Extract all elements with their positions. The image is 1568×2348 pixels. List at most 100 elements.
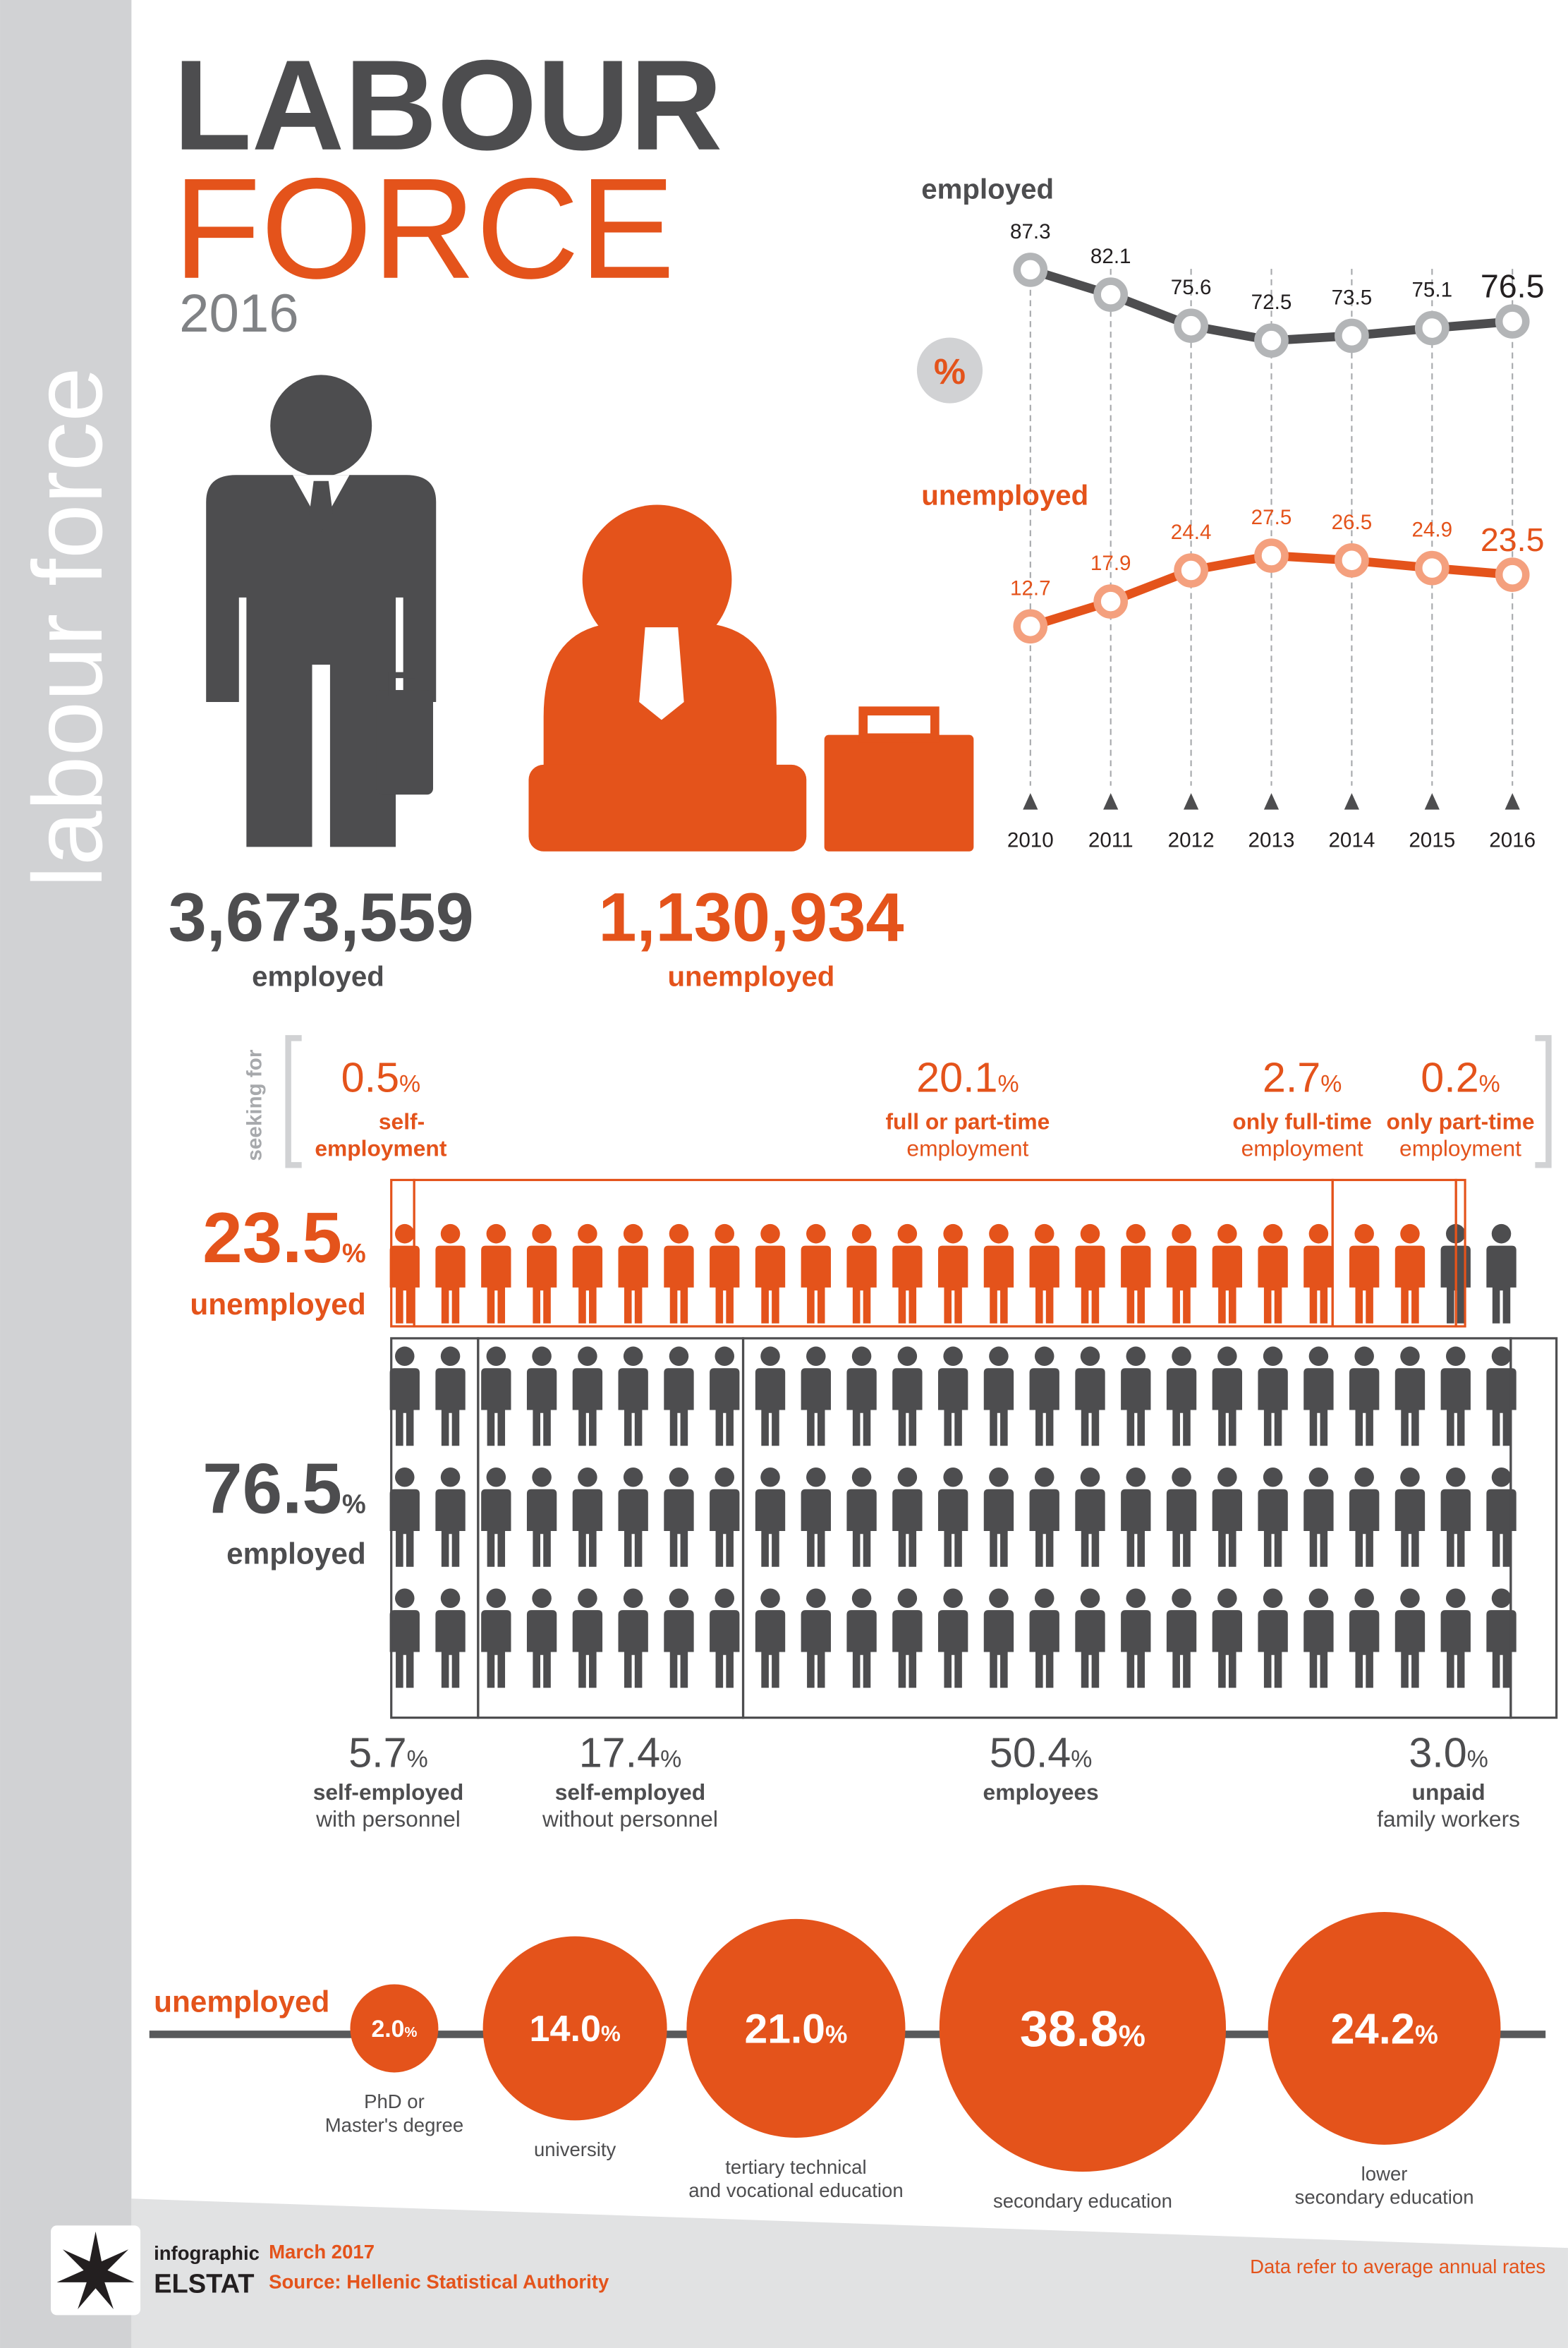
- person-icon: [1075, 1346, 1105, 1446]
- unit: %: [404, 2025, 417, 2040]
- person-icon: [1303, 1468, 1334, 1567]
- segment-name: self-: [379, 1108, 425, 1134]
- icon-head: [1491, 1346, 1512, 1367]
- point: [1414, 550, 1450, 586]
- data-label: 87.3: [1010, 220, 1051, 243]
- icon-body: [937, 1245, 968, 1324]
- person-icon: [1075, 1468, 1105, 1567]
- person-icon: [1394, 1346, 1426, 1446]
- icon-head: [1126, 1468, 1146, 1487]
- point: [1093, 277, 1129, 312]
- unit: %: [1119, 2019, 1145, 2053]
- icon-body: [1212, 1245, 1243, 1324]
- person-icon: [1166, 1346, 1197, 1446]
- title-bottom: FORCE: [174, 149, 675, 309]
- icon-head: [1080, 1468, 1100, 1487]
- person-icon: [892, 1468, 923, 1567]
- segment-name: self-employed: [555, 1779, 706, 1805]
- icon-body: [937, 1610, 968, 1688]
- icon-head: [1491, 1223, 1512, 1244]
- bubble-category: university: [534, 2138, 616, 2160]
- total-employed-label: employed: [252, 960, 384, 992]
- text-line: and vocational education: [688, 2179, 903, 2201]
- segment-detail: without personnel: [542, 1806, 718, 1832]
- segment-name: only part-time: [1387, 1108, 1535, 1134]
- icon-head: [1034, 1346, 1055, 1367]
- person-icon: [1258, 1588, 1288, 1688]
- icon-body: [1394, 1489, 1426, 1567]
- person-icon: [526, 1468, 557, 1567]
- person-icon: [983, 1468, 1014, 1567]
- icon-head: [1172, 1468, 1191, 1487]
- icon-head: [440, 1223, 461, 1244]
- icon-body: [1121, 1245, 1151, 1324]
- segment-detail: employment: [1241, 1136, 1363, 1161]
- unit: %: [1415, 2020, 1438, 2049]
- icon-head: [1217, 1346, 1237, 1367]
- segment-value: 0.2%: [1421, 1054, 1500, 1101]
- icon-body: [1166, 1489, 1197, 1567]
- person-icon: [892, 1588, 923, 1688]
- icon-body: [435, 1368, 466, 1446]
- icon-body: [801, 1489, 831, 1567]
- point: [1495, 557, 1530, 592]
- point: [1174, 553, 1208, 588]
- person-icon: [1212, 1223, 1243, 1324]
- icon-head: [1354, 1223, 1374, 1244]
- icon-body: [526, 1489, 557, 1567]
- icon-body: [1303, 1368, 1334, 1446]
- data-label: 26.5: [1332, 511, 1373, 534]
- icon-body: [801, 1368, 831, 1446]
- person-icon: [801, 1468, 831, 1567]
- icon-head: [715, 1346, 735, 1367]
- segment-detail: employment: [1399, 1136, 1521, 1161]
- segment-bracket: [1509, 1337, 1558, 1719]
- person-icon: [1486, 1468, 1517, 1567]
- icon-head: [943, 1346, 963, 1367]
- icon-head: [578, 1468, 597, 1487]
- icon-head: [760, 1468, 780, 1487]
- person-icon: [710, 1468, 740, 1567]
- icon-head: [1400, 1346, 1420, 1367]
- person-icon: [572, 1588, 603, 1688]
- icon-body: [1075, 1368, 1105, 1446]
- point: [1414, 310, 1450, 346]
- bubble: [350, 1984, 439, 2073]
- seeking-label: seeking for: [243, 1049, 267, 1161]
- person-icon: [1486, 1223, 1517, 1324]
- icon-head: [440, 1468, 461, 1487]
- data-label: 75.1: [1411, 279, 1452, 302]
- icon-body: [1212, 1610, 1243, 1688]
- person-icon: [1212, 1346, 1243, 1446]
- icon-head: [532, 1468, 552, 1487]
- data-label: 76.5: [1481, 268, 1545, 305]
- segment-value: 5.7%: [348, 1729, 428, 1776]
- segment-detail: family workers: [1377, 1806, 1520, 1832]
- icon-body: [1121, 1610, 1151, 1688]
- icon-head: [1126, 1588, 1146, 1609]
- person-icon: [618, 1588, 648, 1688]
- point: [1495, 304, 1530, 339]
- person-icon: [1394, 1468, 1426, 1567]
- share-name: unemployed: [190, 1288, 365, 1321]
- icon-body: [1029, 1245, 1059, 1324]
- icon-head: [1308, 1588, 1329, 1609]
- icon-head: [1308, 1346, 1329, 1367]
- icon-body: [1486, 1368, 1517, 1446]
- icon-head: [943, 1468, 963, 1487]
- person-icon: [1121, 1346, 1151, 1446]
- person-icon: [435, 1588, 466, 1688]
- icon-head: [395, 1223, 415, 1244]
- icon-head: [1034, 1588, 1055, 1609]
- person-icon: [1258, 1346, 1288, 1446]
- x-tick-label: 2014: [1328, 828, 1375, 852]
- figure-tie: [309, 480, 334, 532]
- data-label: 12.7: [1010, 576, 1051, 600]
- person-icon: [846, 1468, 877, 1567]
- person-icon: [1394, 1223, 1426, 1324]
- bubble: [1268, 1912, 1501, 2145]
- icon-body: [1303, 1610, 1334, 1688]
- bubble-label: 38.8%: [1020, 2001, 1145, 2057]
- person-icon: [755, 1588, 786, 1688]
- bubble: [686, 1918, 906, 2138]
